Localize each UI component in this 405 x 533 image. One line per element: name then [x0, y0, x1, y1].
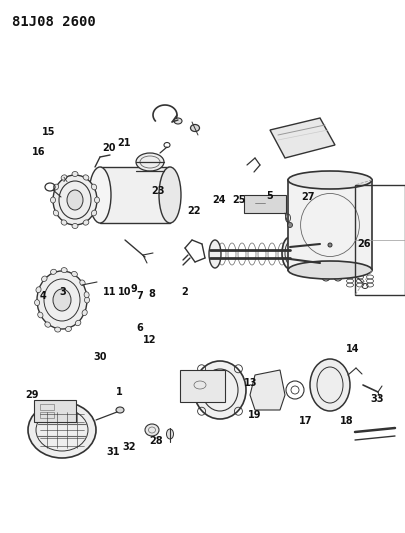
Ellipse shape — [36, 287, 41, 293]
Bar — [180, 370, 225, 402]
Ellipse shape — [38, 312, 43, 318]
Bar — [34, 400, 76, 422]
Text: x: x — [62, 175, 68, 184]
Polygon shape — [270, 118, 335, 158]
Text: 7: 7 — [136, 291, 143, 301]
Text: 11: 11 — [102, 287, 116, 297]
Bar — [40, 412, 54, 418]
Ellipse shape — [174, 118, 182, 124]
Ellipse shape — [166, 429, 173, 439]
Text: 17: 17 — [299, 416, 313, 426]
Text: 2: 2 — [181, 287, 188, 297]
Text: 22: 22 — [188, 206, 201, 215]
Text: 18: 18 — [339, 416, 353, 426]
Text: 28: 28 — [149, 437, 163, 446]
Ellipse shape — [288, 261, 372, 279]
Ellipse shape — [37, 271, 87, 329]
Ellipse shape — [94, 197, 100, 203]
Ellipse shape — [61, 175, 67, 180]
Ellipse shape — [282, 237, 298, 269]
Ellipse shape — [72, 172, 78, 176]
Ellipse shape — [55, 327, 61, 332]
Polygon shape — [250, 370, 285, 410]
Bar — [100, 167, 170, 223]
Ellipse shape — [84, 292, 89, 298]
Ellipse shape — [82, 310, 87, 316]
Text: 10: 10 — [118, 287, 132, 297]
Bar — [40, 404, 54, 410]
Text: 81J08 2600: 81J08 2600 — [12, 15, 96, 29]
Ellipse shape — [288, 222, 292, 228]
Ellipse shape — [334, 273, 342, 281]
Ellipse shape — [209, 240, 221, 268]
Text: 31: 31 — [107, 447, 120, 457]
Text: 15: 15 — [42, 127, 55, 137]
Ellipse shape — [328, 243, 332, 247]
Ellipse shape — [89, 167, 111, 223]
Ellipse shape — [159, 167, 181, 223]
Text: 8: 8 — [149, 289, 155, 298]
Text: 27: 27 — [301, 192, 315, 202]
Text: 25: 25 — [232, 195, 246, 205]
Text: 19: 19 — [248, 410, 262, 419]
Ellipse shape — [116, 407, 124, 413]
Text: 21: 21 — [117, 138, 130, 148]
Ellipse shape — [75, 320, 81, 326]
Ellipse shape — [83, 175, 89, 180]
Ellipse shape — [288, 171, 372, 189]
Text: 32: 32 — [122, 442, 136, 451]
Ellipse shape — [322, 273, 330, 281]
Ellipse shape — [92, 184, 97, 190]
Ellipse shape — [190, 125, 200, 132]
Ellipse shape — [80, 280, 85, 286]
Text: 9: 9 — [130, 285, 137, 294]
Ellipse shape — [51, 197, 55, 203]
Text: 6: 6 — [136, 323, 143, 333]
Text: 14: 14 — [345, 344, 359, 354]
Text: 5: 5 — [266, 191, 273, 201]
Bar — [288, 180, 372, 270]
Text: 33: 33 — [370, 394, 384, 403]
Text: 12: 12 — [143, 335, 157, 345]
Ellipse shape — [83, 220, 89, 225]
Ellipse shape — [53, 184, 59, 190]
Ellipse shape — [67, 190, 83, 210]
Ellipse shape — [145, 424, 159, 436]
Ellipse shape — [72, 223, 78, 229]
Ellipse shape — [66, 326, 71, 332]
Ellipse shape — [61, 268, 67, 272]
Ellipse shape — [85, 297, 90, 303]
Ellipse shape — [194, 361, 246, 419]
Ellipse shape — [28, 402, 96, 458]
Text: 24: 24 — [212, 195, 226, 205]
Text: 3: 3 — [60, 287, 66, 297]
Text: 30: 30 — [94, 352, 107, 362]
Text: 20: 20 — [102, 143, 115, 153]
Ellipse shape — [61, 220, 67, 225]
Text: 1: 1 — [116, 387, 123, 397]
Ellipse shape — [34, 300, 40, 305]
Ellipse shape — [136, 153, 164, 171]
Text: 13: 13 — [244, 378, 258, 387]
Text: 16: 16 — [32, 147, 45, 157]
Ellipse shape — [51, 269, 56, 274]
Bar — [244, 195, 286, 213]
Text: 23: 23 — [151, 186, 165, 196]
Ellipse shape — [42, 276, 47, 281]
Bar — [355, 185, 405, 295]
Text: 26: 26 — [358, 239, 371, 249]
Text: 29: 29 — [25, 391, 38, 400]
Ellipse shape — [310, 359, 350, 411]
Ellipse shape — [92, 210, 97, 216]
Text: 4: 4 — [39, 291, 46, 301]
Ellipse shape — [45, 322, 51, 327]
Ellipse shape — [53, 175, 97, 225]
Ellipse shape — [53, 289, 71, 311]
Ellipse shape — [53, 210, 59, 216]
Ellipse shape — [72, 271, 77, 277]
